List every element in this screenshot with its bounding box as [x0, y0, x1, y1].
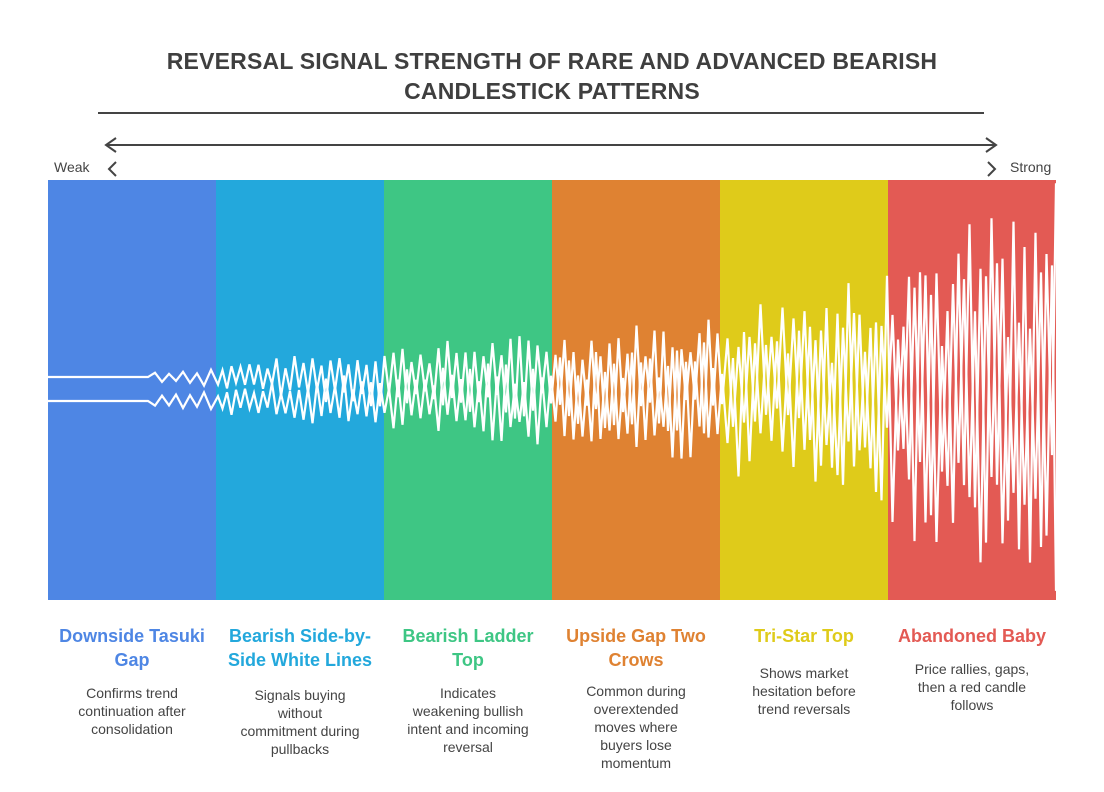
waveform-line-bottom: [48, 263, 1056, 591]
pattern-column-downside-tasuki-gap: Downside Tasuki Gap Confirms trend conti…: [48, 624, 216, 738]
strong-chevron-icon: [987, 161, 997, 177]
pattern-column-bearish-side-by-side-white-lines: Bearish Side-by-Side White Lines Signals…: [216, 624, 384, 758]
signal-waveform: [48, 183, 1056, 591]
pattern-name: Downside Tasuki Gap: [59, 626, 205, 670]
pattern-name: Abandoned Baby: [898, 626, 1047, 646]
strength-scale-arrows: [104, 137, 998, 177]
band-tri-star-top: [720, 180, 888, 600]
pattern-name: Upside Gap Two Crows: [566, 626, 706, 670]
waveform-line-top: [48, 183, 1056, 563]
band-downside-tasuki-gap: [48, 180, 216, 600]
pattern-column-tri-star-top: Tri-Star Top Shows market hesitation bef…: [720, 624, 888, 718]
pattern-name: Tri-Star Top: [754, 626, 854, 646]
pattern-description: Shows market hesitation before trend rev…: [752, 665, 856, 717]
strong-label: Strong: [1010, 159, 1052, 175]
title-line-1: REVERSAL SIGNAL STRENGTH OF RARE AND ADV…: [166, 48, 938, 74]
scale-right-arrowhead: [985, 137, 998, 153]
page-title: REVERSAL SIGNAL STRENGTH OF RARE AND ADV…: [0, 46, 1104, 106]
pattern-description: Signals buying without commitment during…: [240, 687, 360, 757]
pattern-column-upside-gap-two-crows: Upside Gap Two Crows Common during overe…: [552, 624, 720, 772]
title-underline: [98, 112, 984, 114]
pattern-name: Bearish Ladder Top: [402, 626, 534, 670]
pattern-description: Indicates weakening bullish intent and i…: [407, 685, 529, 755]
weak-label: Weak: [54, 159, 90, 175]
pattern-column-bearish-ladder-top: Bearish Ladder Top Indicates weakening b…: [384, 624, 552, 756]
weak-chevron-icon: [107, 161, 117, 177]
pattern-column-abandoned-baby: Abandoned Baby Price rallies, gaps, then…: [888, 624, 1056, 714]
scale-left-arrowhead: [104, 137, 117, 153]
pattern-name: Bearish Side-by-Side White Lines: [227, 626, 373, 670]
pattern-description: Price rallies, gaps, then a red candle f…: [914, 661, 1030, 713]
pattern-description: Common during overextended moves where b…: [586, 683, 686, 771]
title-line-2: CANDLESTICK PATTERNS: [404, 78, 700, 104]
pattern-description: Confirms trend continuation after consol…: [78, 685, 186, 737]
